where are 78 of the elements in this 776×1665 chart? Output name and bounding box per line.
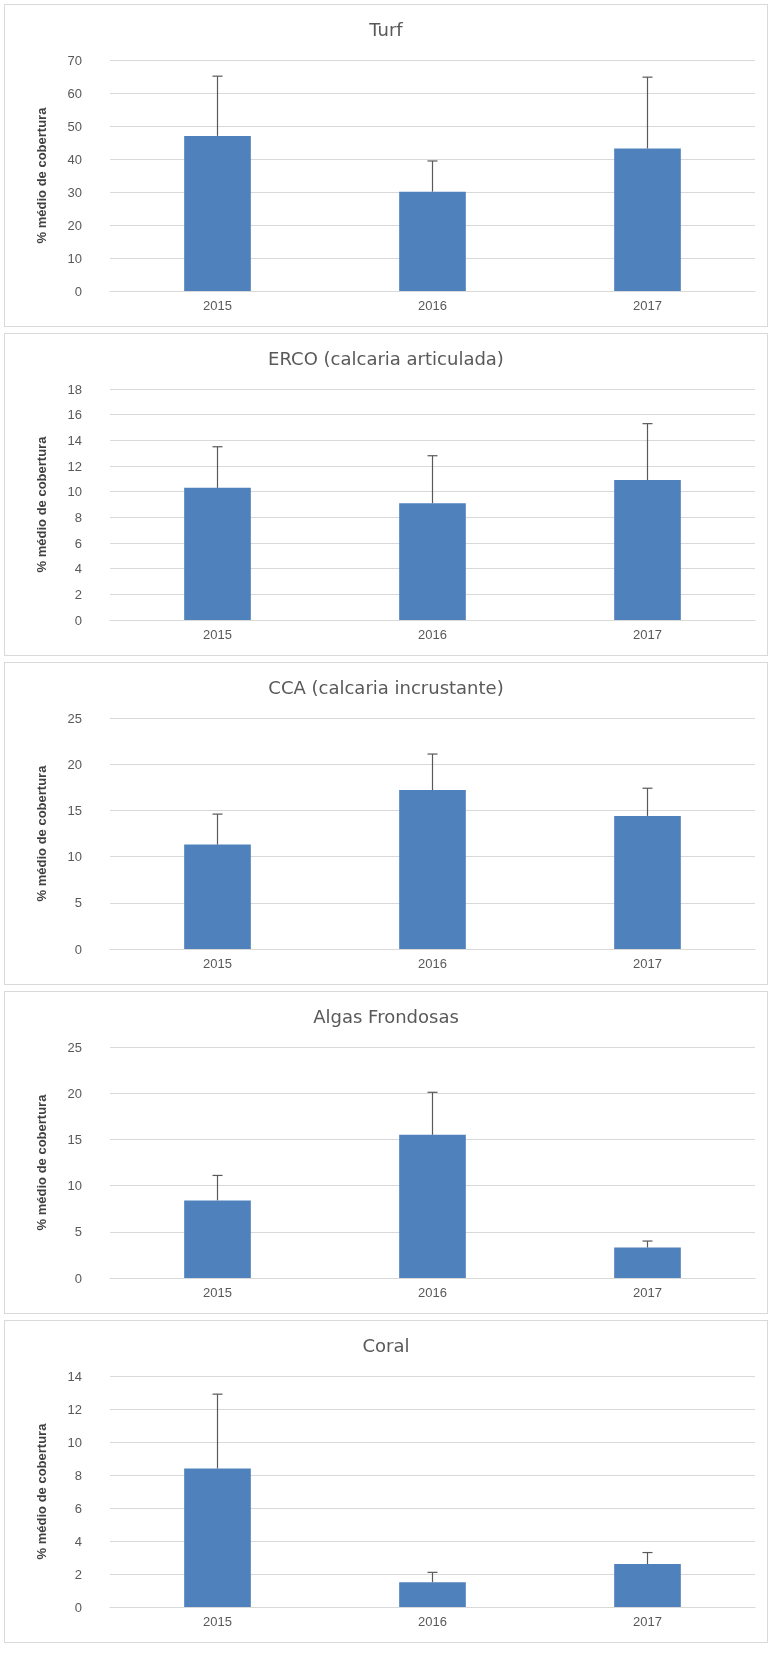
y-tick-label: 2 bbox=[74, 586, 82, 602]
y-tick-label: 14 bbox=[67, 1368, 82, 1384]
y-tick-label: 5 bbox=[74, 895, 82, 911]
y-tick-label: 0 bbox=[74, 1270, 82, 1286]
y-axis-title: % médio de cobertura bbox=[34, 106, 49, 244]
x-tick-label: 2015 bbox=[203, 956, 232, 971]
y-axis-title: % médio de cobertura bbox=[34, 1422, 49, 1560]
y-tick-label: 12 bbox=[67, 458, 82, 474]
y-tick-label: 30 bbox=[67, 184, 82, 200]
y-tick-label: 4 bbox=[74, 561, 82, 577]
y-tick-label: 6 bbox=[74, 535, 82, 551]
chart-title: ERCO (calcaria articulada) bbox=[268, 347, 504, 369]
y-tick-label: 18 bbox=[67, 381, 82, 397]
x-tick-label: 2016 bbox=[418, 1285, 447, 1300]
chart-title: CCA (calcaria incrustante) bbox=[268, 676, 504, 698]
y-tick-label: 0 bbox=[74, 283, 82, 299]
y-tick-label: 15 bbox=[67, 1131, 82, 1147]
y-axis-title: % médio de cobertura bbox=[34, 764, 49, 902]
y-tick-label: 10 bbox=[67, 250, 82, 266]
y-tick-label: 70 bbox=[67, 52, 82, 68]
y-tick-label: 12 bbox=[67, 1401, 82, 1417]
bar bbox=[184, 487, 251, 620]
y-tick-label: 40 bbox=[67, 151, 82, 167]
y-tick-label: 10 bbox=[67, 1434, 82, 1450]
bar bbox=[614, 480, 681, 620]
bar bbox=[399, 191, 466, 291]
bar bbox=[184, 135, 251, 291]
x-tick-label: 2017 bbox=[633, 627, 662, 642]
y-tick-label: 8 bbox=[74, 1467, 82, 1483]
chart-title: Coral bbox=[362, 1334, 410, 1356]
x-tick-label: 2017 bbox=[633, 956, 662, 971]
y-axis-title: % médio de cobertura bbox=[34, 435, 49, 573]
y-tick-label: 20 bbox=[67, 1085, 82, 1101]
y-tick-label: 60 bbox=[67, 85, 82, 101]
y-axis-title: % médio de cobertura bbox=[34, 1093, 49, 1231]
bar bbox=[184, 844, 251, 949]
y-tick-label: 4 bbox=[74, 1533, 82, 1549]
chart-title: Algas Frondosas bbox=[313, 1005, 459, 1027]
x-tick-label: 2015 bbox=[203, 298, 232, 313]
x-tick-label: 2017 bbox=[633, 298, 662, 313]
bar bbox=[614, 815, 681, 949]
x-tick-label: 2016 bbox=[418, 956, 447, 971]
bar bbox=[614, 1564, 681, 1607]
y-tick-label: 20 bbox=[67, 756, 82, 772]
y-tick-label: 25 bbox=[67, 710, 82, 726]
bar bbox=[399, 1134, 466, 1278]
bar bbox=[184, 1200, 251, 1278]
x-tick-label: 2015 bbox=[203, 1285, 232, 1300]
y-tick-label: 10 bbox=[67, 849, 82, 865]
bar bbox=[399, 1582, 466, 1607]
y-tick-label: 50 bbox=[67, 118, 82, 134]
x-tick-label: 2015 bbox=[203, 627, 232, 642]
y-tick-label: 6 bbox=[74, 1500, 82, 1516]
y-tick-label: 10 bbox=[67, 484, 82, 500]
x-tick-label: 2017 bbox=[633, 1614, 662, 1629]
y-tick-label: 0 bbox=[74, 612, 82, 628]
bar bbox=[184, 1468, 251, 1607]
y-tick-label: 0 bbox=[74, 941, 82, 957]
y-tick-label: 14 bbox=[67, 432, 82, 448]
y-tick-label: 10 bbox=[67, 1178, 82, 1194]
y-tick-label: 2 bbox=[74, 1566, 82, 1582]
bar bbox=[614, 148, 681, 291]
y-tick-label: 20 bbox=[67, 217, 82, 233]
bar bbox=[614, 1247, 681, 1278]
chart-title: Turf bbox=[368, 18, 404, 40]
x-tick-label: 2016 bbox=[418, 1614, 447, 1629]
y-tick-label: 5 bbox=[74, 1224, 82, 1240]
y-tick-label: 15 bbox=[67, 802, 82, 818]
bar bbox=[399, 790, 466, 949]
y-tick-label: 16 bbox=[67, 407, 82, 423]
x-tick-label: 2017 bbox=[633, 1285, 662, 1300]
x-tick-label: 2016 bbox=[418, 627, 447, 642]
y-tick-label: 8 bbox=[74, 509, 82, 525]
y-tick-label: 25 bbox=[67, 1039, 82, 1055]
x-tick-label: 2015 bbox=[203, 1614, 232, 1629]
x-tick-label: 2016 bbox=[418, 298, 447, 313]
y-tick-label: 0 bbox=[74, 1599, 82, 1615]
bar bbox=[399, 503, 466, 620]
